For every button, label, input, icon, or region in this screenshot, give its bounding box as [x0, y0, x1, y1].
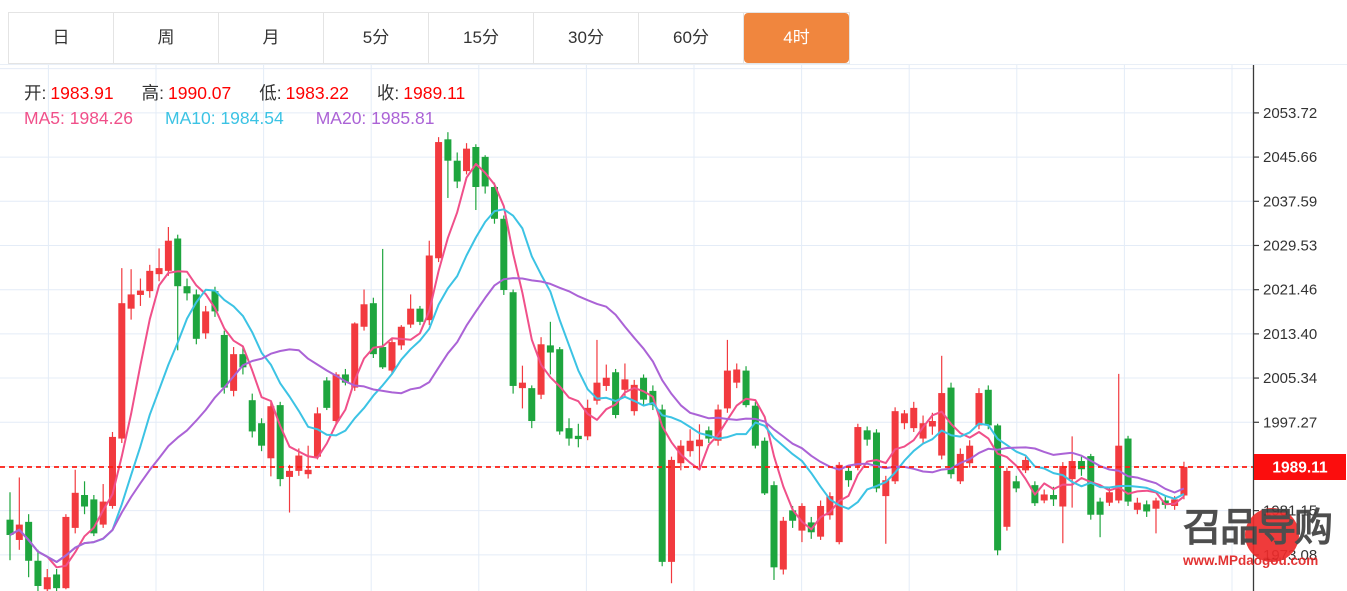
tab-week[interactable]: 周 [114, 13, 219, 63]
tab-month[interactable]: 月 [219, 13, 324, 63]
ma-legend: MA5: 1984.26 MA10: 1984.54 MA20: 1985.81 [24, 108, 434, 129]
ma5-readout: MA5: 1984.26 [24, 108, 133, 128]
current-price-badge: 1989.11 [1254, 454, 1346, 480]
y-tick-label: 2037.59 [1263, 193, 1317, 210]
ma5-line [9, 163, 1185, 569]
ohlc-legend: 开: 1983.91 高: 1990.07 低: 1983.22 收: 1989.11 [24, 80, 465, 105]
y-tick-label: 2005.34 [1263, 370, 1317, 387]
y-tick-label: 2013.40 [1263, 326, 1317, 343]
tab-60min[interactable]: 60分 [639, 13, 744, 63]
open-readout: 开: 1983.91 [24, 83, 114, 103]
y-tick-label: 2053.72 [1263, 105, 1317, 122]
y-axis-labels: 2053.72 2045.66 2037.59 2029.53 2021.46 2013.… [1253, 105, 1317, 564]
high-readout: 高: 1990.07 [141, 83, 232, 103]
tab-4hour[interactable]: 4时 [744, 13, 849, 63]
ma10-readout: MA10: 1984.54 [165, 108, 284, 128]
close-readout: 收: 1989.11 [376, 83, 466, 103]
low-readout: 低: 1983.22 [259, 83, 349, 103]
y-tick-label: 2021.46 [1263, 282, 1317, 299]
y-tick-label: 1973.08 [1263, 547, 1317, 564]
tab-5min[interactable]: 5分 [324, 13, 429, 63]
grid-lines [0, 65, 1253, 591]
tab-15min[interactable]: 15分 [429, 13, 534, 63]
ma20-line [9, 277, 1185, 563]
y-tick-label: 1981.15 [1263, 503, 1317, 520]
ma20-readout: MA20: 1985.81 [315, 108, 435, 128]
ma10-line [9, 208, 1185, 563]
candles-layer [6, 132, 1188, 591]
y-tick-label: 2045.66 [1263, 149, 1317, 166]
tab-day[interactable]: 日 [9, 13, 114, 63]
tab-30min[interactable]: 30分 [534, 13, 639, 63]
y-tick-label: 1997.27 [1263, 414, 1317, 431]
timeframe-tabbar: 日周月 5分 15分 30分 60分 4时 [8, 12, 850, 64]
svg-text:1989.11: 1989.11 [1272, 460, 1328, 477]
header-divider [0, 64, 1347, 65]
y-tick-label: 2029.53 [1263, 237, 1317, 254]
